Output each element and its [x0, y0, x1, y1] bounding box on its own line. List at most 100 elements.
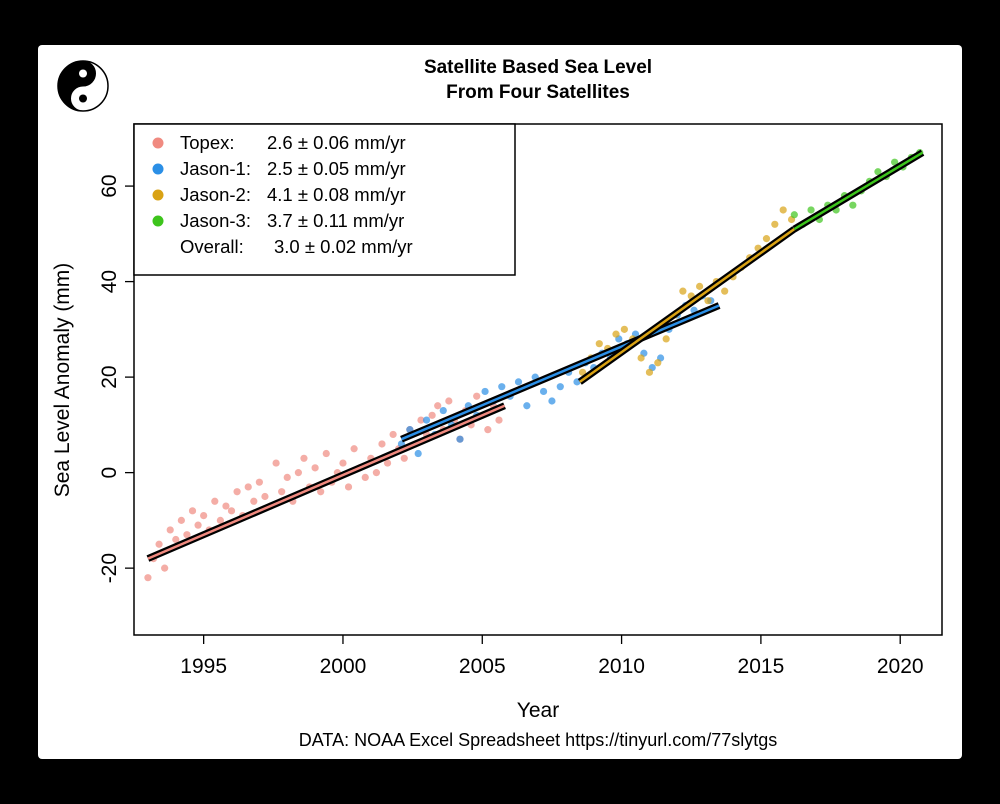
legend-label: Jason-1: [180, 158, 251, 179]
yin-yang-logo [57, 60, 109, 112]
x-tick-label: 2005 [459, 655, 506, 678]
data-point-topex [383, 459, 392, 467]
data-point-jason-2 [654, 359, 662, 367]
x-tick-label: 2015 [738, 655, 785, 678]
data-point-jason-2 [612, 330, 620, 338]
data-point-jason-1 [523, 402, 531, 410]
data-point-topex [172, 535, 180, 544]
data-point-jason-2 [696, 282, 704, 290]
data-point-topex [428, 411, 436, 419]
data-point-topex [222, 502, 230, 510]
data-point-topex [244, 483, 252, 491]
data-point-topex [144, 574, 152, 582]
data-point-jason-3 [849, 201, 857, 209]
data-point-topex [400, 454, 408, 462]
data-point-topex [255, 478, 263, 486]
y-tick-label: 20 [98, 365, 121, 388]
legend-label: Topex: [180, 132, 235, 153]
data-point-topex [434, 402, 442, 410]
trend-line-jason-2 [579, 228, 796, 383]
chart-card: Satellite Based Sea Level From Four Sate… [38, 45, 962, 759]
legend-swatch [152, 215, 164, 227]
data-point-jason-2 [679, 287, 687, 295]
x-tick-label: 2020 [877, 655, 924, 678]
data-point-topex [155, 540, 163, 548]
sea-level-chart: Satellite Based Sea Level From Four Sate… [51, 57, 943, 750]
data-point-topex [445, 397, 453, 405]
trend-line-jason-1 [400, 304, 720, 441]
data-point-jason-1 [414, 449, 422, 458]
data-point-topex [294, 469, 302, 477]
data-point-topex [233, 488, 241, 496]
data-point-jason-1 [514, 378, 523, 386]
data-point-jason-2 [595, 340, 603, 348]
y-tick-label: 0 [98, 467, 121, 479]
y-axis-label: Sea Level Anomaly (mm) [51, 263, 74, 498]
data-point-topex [389, 430, 397, 439]
data-point-jason-3 [807, 206, 815, 214]
data-point-jason-2 [662, 335, 670, 343]
legend-rate: 3.7 ± 0.11 mm/yr [267, 210, 404, 231]
data-point-topex [161, 564, 169, 572]
data-point-jason-2 [620, 325, 628, 333]
plot-frame [133, 123, 943, 636]
data-point-jason-1 [422, 416, 431, 424]
data-point-topex [188, 507, 197, 515]
data-point-topex [344, 483, 353, 491]
data-point-jason-1 [439, 406, 447, 415]
data-point-topex [350, 445, 358, 453]
data-point-jason-2 [645, 368, 654, 376]
legend-rate: 3.0 ± 0.02 mm/yr [274, 236, 413, 257]
data-point-topex [261, 492, 269, 501]
data-point-jason-2 [771, 220, 779, 228]
data-point-jason-1 [481, 387, 489, 396]
trend-lines [146, 149, 925, 562]
data-point-topex [473, 392, 481, 400]
data-point-topex [283, 473, 291, 482]
data-point-topex [216, 516, 224, 524]
data-point-jason-2 [637, 354, 645, 362]
data-point-topex [322, 449, 330, 458]
data-point-topex [211, 497, 219, 505]
legend-swatch [152, 163, 164, 175]
data-point-topex [417, 416, 425, 424]
legend-entry: Jason-3: 3.7 ± 0.11 mm/yr [152, 210, 404, 231]
data-point-jason-2 [578, 368, 587, 376]
data-point-topex [311, 464, 319, 472]
data-point-jason-2 [779, 206, 787, 214]
data-point-jason-2 [762, 235, 771, 243]
data-point-jason-2 [704, 297, 712, 305]
legend-entry: Overall: 3.0 ± 0.02 mm/yr [180, 236, 413, 257]
x-tick-label: 2010 [598, 655, 645, 678]
data-point-topex [278, 488, 286, 496]
legend-label: Jason-3: [180, 210, 251, 231]
data-source-note: DATA: NOAA Excel Spreadsheet https://tin… [299, 730, 778, 750]
legend-swatch [152, 189, 164, 201]
data-point-topex [361, 473, 369, 482]
y-tick-label: 40 [98, 270, 121, 293]
data-point-topex [317, 488, 325, 496]
data-point-jason-1 [498, 383, 506, 391]
legend-rate: 2.6 ± 0.06 mm/yr [267, 132, 406, 153]
data-point-topex [177, 516, 185, 524]
legend-label: Overall: [180, 236, 244, 257]
x-axis-label: Year [517, 699, 559, 722]
x-tick-label: 1995 [180, 655, 227, 678]
data-point-topex [166, 526, 174, 534]
data-point-topex [272, 459, 280, 467]
y-tick-label: 60 [98, 174, 121, 197]
data-point-topex [339, 459, 347, 467]
x-tick-label: 2000 [320, 655, 367, 678]
data-point-topex [495, 416, 503, 424]
data-point-jason-3 [874, 168, 882, 176]
data-point-jason-1 [556, 383, 564, 391]
data-point-jason-1 [456, 435, 464, 443]
legend-rate: 4.1 ± 0.08 mm/yr [267, 184, 406, 205]
x-axis: 1995 2000 2005 2010 2015 2020 [180, 635, 924, 678]
legend-rate: 2.5 ± 0.05 mm/yr [267, 158, 406, 179]
data-point-jason-1 [539, 387, 548, 396]
chart-title: Satellite Based Sea Level [424, 57, 652, 78]
data-point-topex [300, 454, 308, 462]
data-point-topex [378, 440, 386, 448]
data-point-topex [484, 426, 492, 434]
